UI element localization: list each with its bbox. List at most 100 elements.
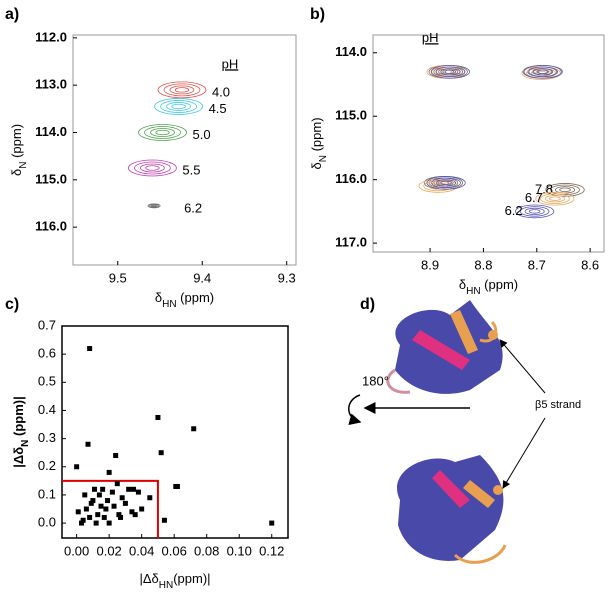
axis-title: δN (ppm) — [9, 124, 29, 176]
point — [106, 469, 112, 475]
axis-unit: (ppm) — [9, 124, 24, 162]
contour — [440, 180, 452, 186]
axis-title: δN (ppm) — [309, 117, 329, 169]
axis-subscript: N — [20, 440, 31, 447]
point — [87, 514, 93, 520]
point — [111, 503, 117, 509]
point — [122, 500, 128, 506]
point — [101, 514, 107, 520]
y-tick-label: 0.3 — [38, 430, 56, 445]
axis-unit: (ppm) — [309, 117, 324, 155]
contour — [438, 68, 459, 76]
threshold — [62, 479, 159, 538]
panel-label: b) — [310, 6, 325, 23]
axis-symbol: δ — [459, 277, 466, 292]
legend-label: 6.7 — [525, 190, 543, 205]
contour — [430, 65, 470, 79]
point — [85, 441, 91, 447]
contour — [545, 183, 585, 197]
y-tick-label: 116.0 — [335, 171, 367, 186]
axis-subscript: HN — [466, 286, 480, 297]
point — [126, 486, 132, 492]
x-tick-label: 0.00 — [64, 543, 89, 558]
point — [83, 506, 89, 512]
axis-unit: (ppm)| — [11, 396, 26, 439]
y-tick-label: 0.4 — [38, 402, 56, 417]
y-tick-label: 0.2 — [38, 458, 56, 473]
y-tick-label: 0.5 — [38, 374, 56, 389]
contour — [535, 191, 575, 206]
point — [113, 453, 119, 459]
peak — [157, 81, 207, 99]
point — [109, 489, 115, 495]
contour — [134, 161, 171, 175]
axis-subscript: N — [318, 155, 329, 162]
axis-subscript: N — [18, 162, 29, 169]
peak — [535, 191, 575, 206]
y-tick-label: 0.7 — [38, 317, 56, 332]
arrow — [502, 417, 546, 489]
peak — [138, 124, 187, 141]
legend-label: 6.2 — [505, 203, 523, 218]
point — [191, 426, 197, 432]
contour — [154, 98, 203, 115]
point — [105, 498, 111, 504]
contour — [442, 69, 454, 74]
contour — [523, 65, 563, 79]
contour — [436, 68, 457, 76]
contour — [549, 196, 561, 201]
contour — [436, 179, 457, 187]
point — [161, 517, 167, 523]
axis-subscript: HN — [162, 299, 176, 310]
point — [96, 492, 102, 498]
peak — [128, 159, 177, 177]
contour — [528, 209, 541, 214]
rotation-label: 180° — [362, 373, 389, 388]
axis-symbol: δ — [155, 290, 162, 305]
legend-label: 6.2 — [184, 200, 202, 215]
annotation: β5 strand — [535, 399, 581, 411]
x-tick-label: 9.3 — [278, 270, 296, 285]
contour — [166, 102, 191, 111]
y-tick-label: 117.0 — [335, 235, 367, 250]
protein-bottom — [397, 455, 507, 564]
peak — [523, 65, 563, 79]
legend-label: 5.0 — [193, 127, 211, 142]
contour — [128, 159, 177, 177]
x-tick-label: 0.06 — [162, 543, 187, 558]
contour — [149, 203, 159, 208]
x-tick-label: 8.6 — [581, 257, 599, 272]
point — [114, 481, 120, 487]
x-tick-label: 9.4 — [193, 270, 211, 285]
protein-top — [386, 300, 503, 394]
axis-title: |ΔδHN(ppm)| — [139, 571, 210, 591]
contour — [537, 69, 549, 74]
y-tick-label: 112.0 — [35, 29, 67, 44]
x-tick-label: 0.02 — [96, 543, 121, 558]
axis-title: δHN (ppm) — [155, 290, 214, 310]
x-tick-label: 9.5 — [109, 270, 127, 285]
contour — [524, 207, 545, 215]
contour — [540, 193, 570, 204]
x-tick-label: 0.12 — [259, 543, 284, 558]
point — [116, 512, 122, 518]
y-tick-label: 113.0 — [35, 77, 67, 92]
axis-symbol: |Δδ — [11, 447, 26, 468]
contour — [152, 204, 157, 207]
contour — [528, 66, 558, 78]
y-tick-label: 115.0 — [335, 108, 367, 123]
peak — [515, 204, 555, 219]
contour — [426, 176, 466, 190]
axis-symbol: δ — [9, 169, 24, 176]
axis-unit: (ppm) — [177, 290, 215, 305]
x-tick-label: 8.9 — [421, 257, 439, 272]
panel-label: d) — [360, 296, 375, 313]
panel-label: a) — [5, 6, 19, 23]
point — [269, 520, 275, 526]
point — [88, 500, 94, 506]
y-tick-label: 0.0 — [38, 515, 56, 530]
contour — [163, 83, 201, 97]
y-tick-label: 116.0 — [35, 219, 67, 234]
